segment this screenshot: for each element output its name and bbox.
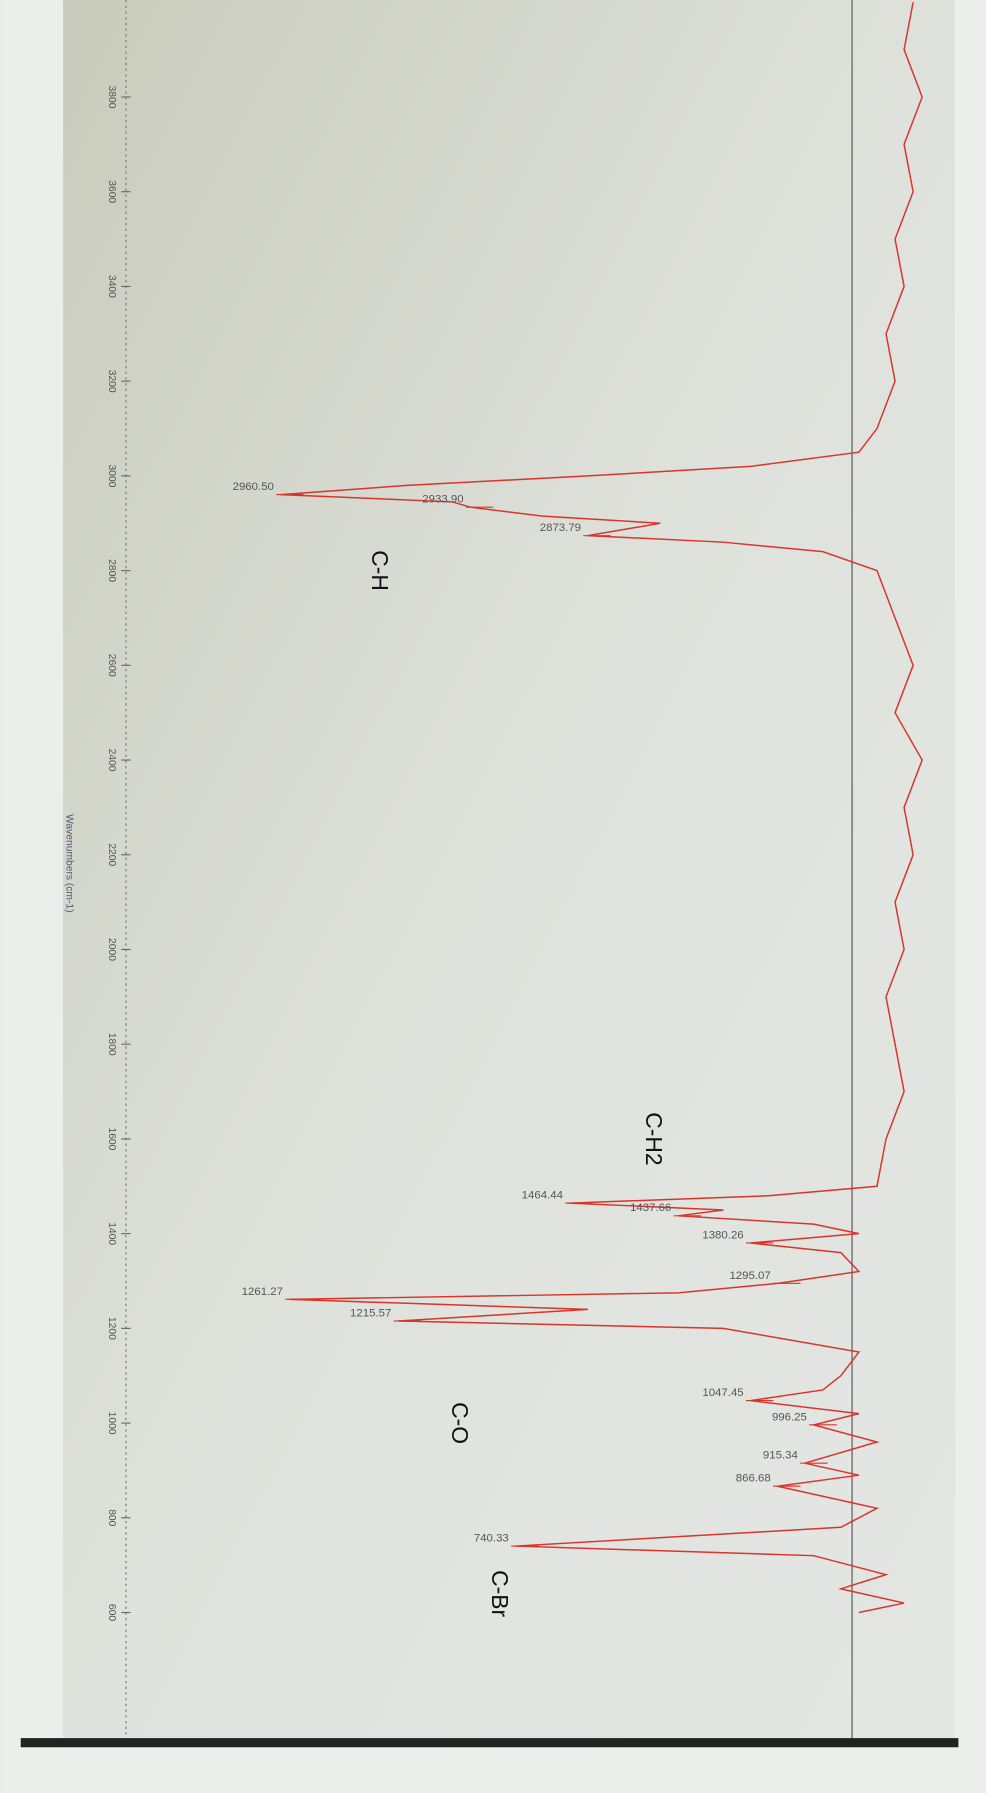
peak-label: 1464.44 bbox=[522, 1190, 564, 1202]
group-label: C-Br bbox=[487, 1570, 513, 1617]
screen-edge bbox=[20, 1738, 959, 1748]
peak-label: 1295.07 bbox=[729, 1270, 770, 1282]
x-tick-label: 2400 bbox=[106, 749, 117, 772]
group-label: C-H2 bbox=[641, 1112, 667, 1165]
x-tick-label: 3200 bbox=[106, 370, 117, 393]
group-label: C-O bbox=[447, 1402, 473, 1444]
x-tick-label: 600 bbox=[106, 1604, 117, 1621]
x-tick-label: 800 bbox=[106, 1509, 117, 1526]
peak-label: 1380.26 bbox=[702, 1229, 743, 1241]
x-tick-label: 1200 bbox=[106, 1317, 117, 1340]
x-tick-label: 3000 bbox=[106, 464, 117, 487]
x-tick-label: 2000 bbox=[106, 938, 117, 961]
x-tick-label: 1800 bbox=[106, 1033, 117, 1056]
peak-label: 1047.45 bbox=[702, 1387, 743, 1399]
x-tick-label: 3600 bbox=[106, 180, 117, 203]
x-tick-label: 2200 bbox=[106, 843, 117, 866]
peak-label: 866.68 bbox=[736, 1473, 771, 1485]
x-tick-label: 2800 bbox=[106, 559, 117, 582]
x-axis-title: Wavenumbers (cm-1) bbox=[63, 814, 74, 912]
peak-label: 740.33 bbox=[474, 1532, 509, 1544]
x-tick-label: 1000 bbox=[106, 1412, 117, 1435]
peak-label: 2933.90 bbox=[422, 494, 463, 506]
x-tick-label: 2600 bbox=[106, 654, 117, 677]
x-tick-label: 1400 bbox=[106, 1222, 117, 1245]
spectrum-line bbox=[280, 2, 923, 1614]
peak-label: 915.34 bbox=[763, 1450, 799, 1462]
peak-label: 1215.57 bbox=[350, 1307, 391, 1319]
peak-label: 1261.27 bbox=[242, 1286, 283, 1298]
peak-label: 996.25 bbox=[772, 1411, 807, 1423]
x-tick-label: 3800 bbox=[106, 86, 117, 109]
x-tick-label: 3400 bbox=[106, 275, 117, 298]
screen bbox=[63, 0, 955, 1739]
peak-label: 2873.79 bbox=[540, 522, 581, 534]
peak-label: 2960.50 bbox=[233, 481, 274, 493]
x-tick-label: 1600 bbox=[106, 1127, 117, 1150]
group-label: C-H bbox=[367, 550, 393, 591]
peak-label: 1437.66 bbox=[630, 1202, 671, 1214]
